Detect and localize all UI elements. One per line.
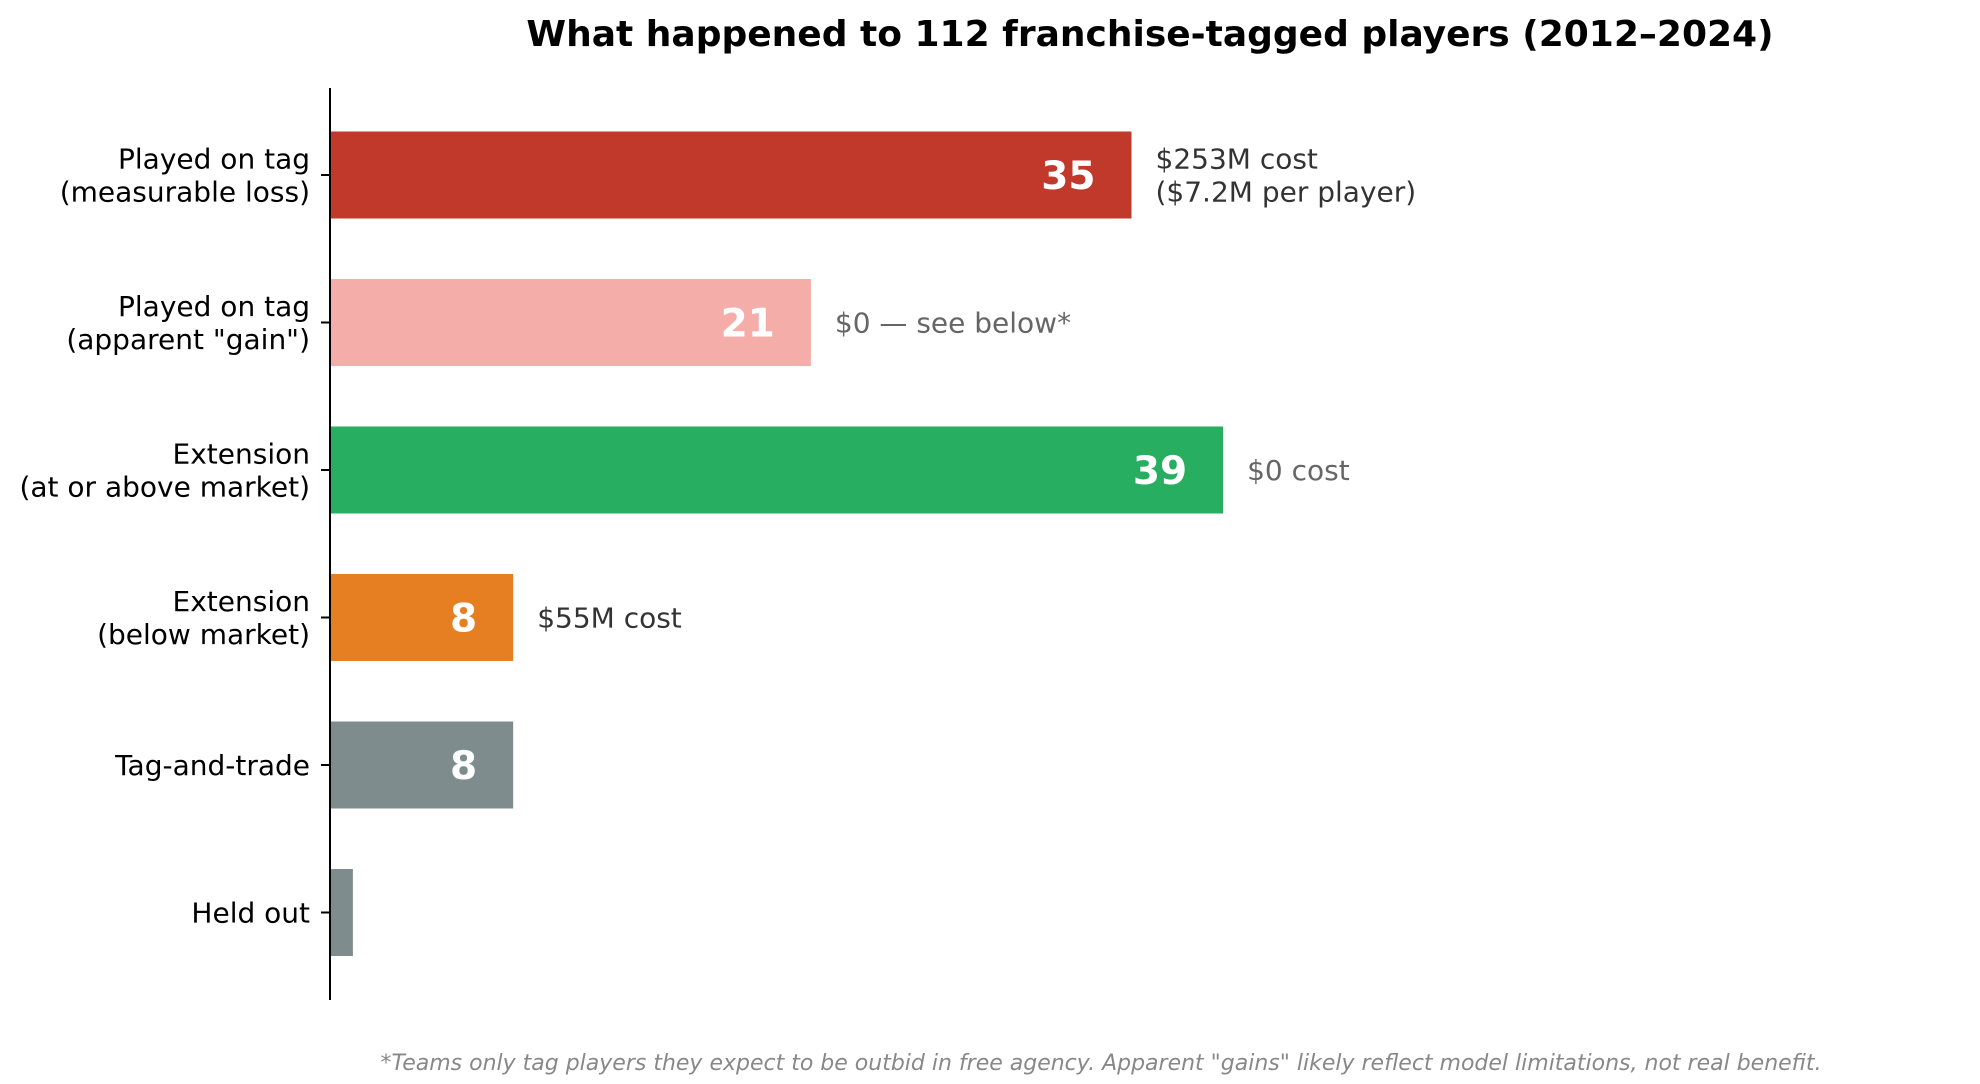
bar (330, 574, 514, 661)
bars-group: Played on tag (measurable loss) 35 $253M co… (19, 131, 1417, 956)
bar-annotation: $0 cost (1247, 454, 1350, 487)
value-label: 8 (450, 744, 477, 789)
footnote: *Teams only tag players they expect to b… (381, 1051, 1822, 1076)
value-label: 39 (1133, 449, 1187, 494)
bar (330, 279, 811, 366)
bar (330, 869, 353, 956)
category-label: Extension (below market) (97, 585, 310, 651)
category-label: Played on tag (measurable loss) (60, 143, 310, 209)
value-label: 8 (450, 597, 477, 642)
category-label: Held out (191, 897, 310, 930)
bar (330, 131, 1132, 219)
bar (330, 426, 1224, 514)
bar-annotation: $55M cost (537, 602, 682, 635)
chart-title: What happened to 112 franchise-tagged pl… (526, 14, 1773, 55)
value-label: 21 (721, 302, 775, 347)
category-label: Extension (at or above market) (19, 438, 310, 504)
category-label: Played on tag (apparent "gain") (66, 290, 310, 356)
bar (330, 721, 514, 809)
category-label: Tag-and-trade (114, 749, 310, 782)
bar-annotation: $253M cost ($7.2M per player) (1156, 143, 1417, 209)
value-label: 35 (1041, 154, 1095, 199)
bar-annotation: $0 — see below* (835, 307, 1071, 340)
